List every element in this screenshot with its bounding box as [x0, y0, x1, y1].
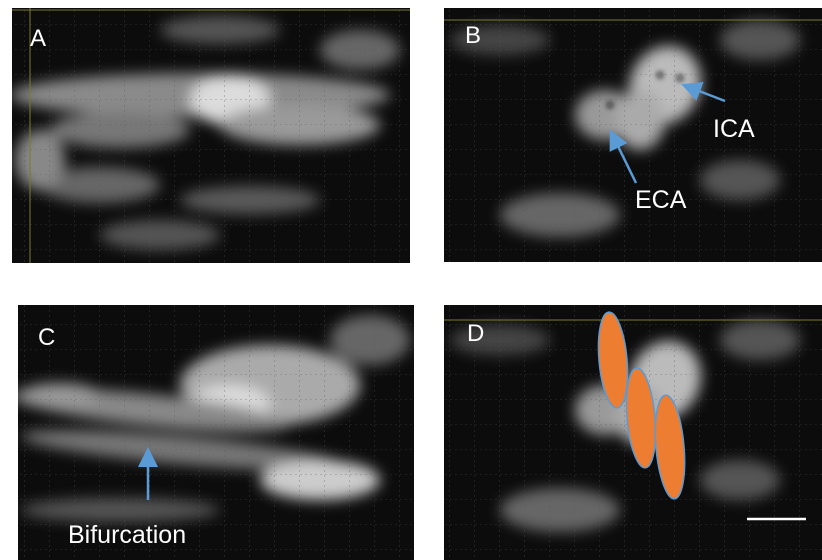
annotation: Bifurcation — [68, 521, 186, 549]
annotation: ICA — [713, 115, 755, 143]
panel-label: C — [38, 324, 55, 351]
panel-label: A — [30, 25, 46, 52]
panel-a-image — [10, 8, 410, 263]
annotation: ECA — [635, 186, 687, 214]
panel-b-image — [444, 8, 822, 262]
page: A B ICA ECA — [0, 0, 822, 560]
figure: A B ICA ECA — [0, 0, 822, 560]
panel-label: B — [465, 22, 481, 49]
panel-label: D — [467, 320, 484, 347]
